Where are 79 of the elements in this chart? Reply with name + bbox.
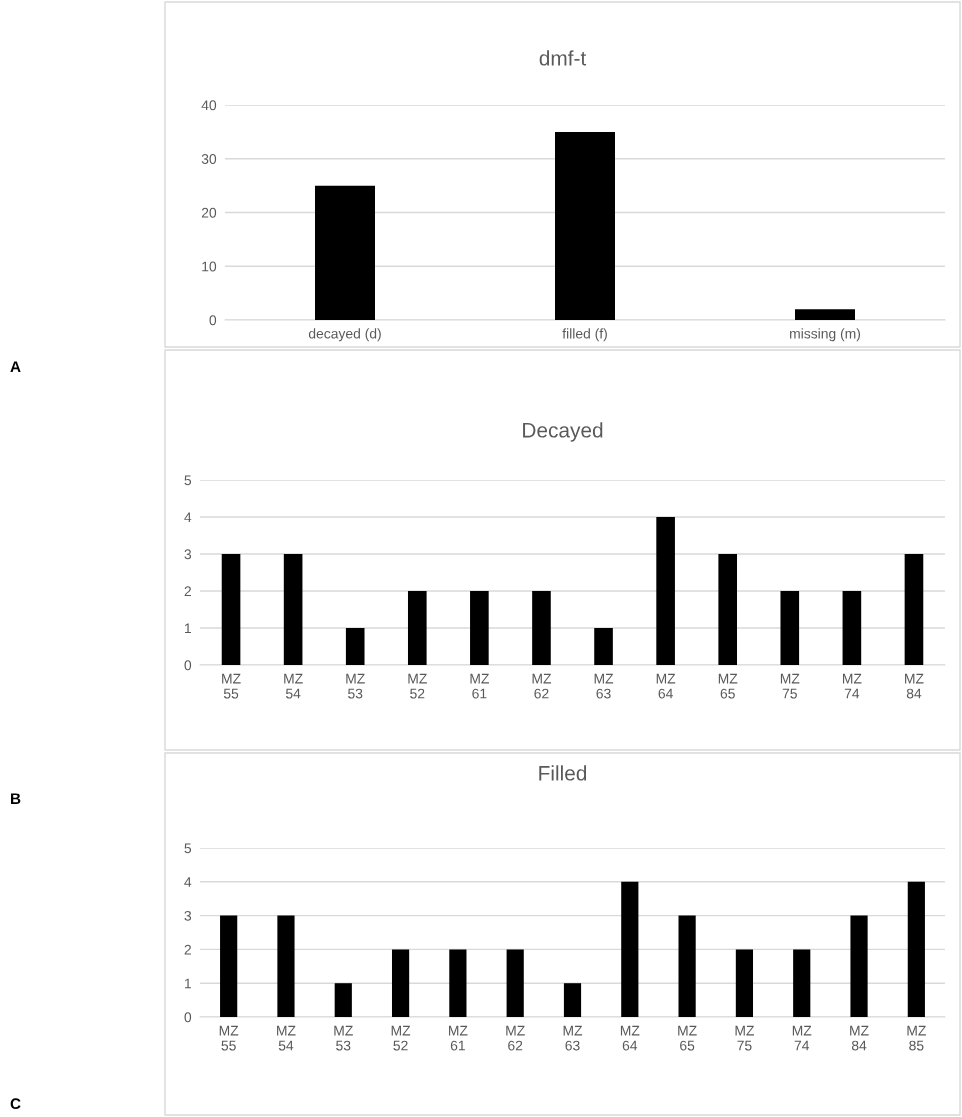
y-tick-label: 10	[202, 261, 217, 272]
y-tick-label: 0	[209, 315, 217, 326]
y-tick-label: 20	[201, 207, 217, 218]
chart-title: Filled	[539, 765, 587, 781]
x-tick-label: MZ 61	[449, 1025, 468, 1051]
x-tick-label: MZ 54	[284, 673, 303, 699]
bar	[621, 881, 639, 1017]
x-tick-label: MZ 84	[850, 1025, 869, 1051]
bar	[345, 628, 365, 665]
x-tick-label: MZ 74	[792, 1025, 812, 1051]
bar	[407, 591, 427, 665]
bar	[656, 517, 675, 665]
text: B	[11, 793, 21, 804]
x-tick-label: MZ 75	[735, 1025, 755, 1051]
y-tick-label: 5	[184, 843, 192, 854]
bar	[470, 591, 489, 665]
x-tick-label: MZ 65	[718, 673, 738, 699]
bar	[532, 591, 551, 665]
y-tick-label: 0	[184, 1012, 192, 1023]
bar	[678, 915, 696, 1017]
bar	[221, 554, 241, 665]
chart-title: Decayed	[523, 422, 603, 442]
bar	[850, 915, 868, 1017]
x-tick-label: MZ 62	[506, 1025, 525, 1051]
y-tick-label: 4	[184, 512, 192, 523]
bar	[795, 309, 855, 320]
x-tick-label: MZ 53	[346, 673, 365, 699]
x-tick-label: MZ 52	[408, 673, 427, 699]
x-tick-label: MZ 55	[219, 1025, 239, 1051]
x-tick-label: MZ 84	[905, 673, 924, 699]
x-tick-label: MZ 53	[334, 1025, 353, 1051]
bar	[283, 554, 303, 665]
x-tick-label: MZ 75	[780, 673, 800, 699]
bar	[904, 554, 924, 665]
x-tick-label: MZ 54	[277, 1025, 296, 1051]
bar	[780, 591, 800, 665]
bar	[449, 949, 467, 1017]
x-tick-label: MZ 74	[842, 673, 862, 699]
bar	[334, 983, 352, 1017]
bar	[793, 949, 811, 1017]
x-tick-label: MZ 65	[678, 1025, 697, 1051]
bar	[555, 131, 615, 320]
bar	[735, 949, 754, 1017]
y-tick-label: 0	[184, 660, 192, 671]
y-tick-label: 3	[184, 549, 192, 560]
y-tick-label: 3	[184, 910, 192, 921]
x-tick-label: MZ 64	[656, 673, 676, 699]
x-tick-label: filled (f)	[562, 328, 607, 342]
y-tick-label: 5	[184, 475, 192, 486]
bar	[506, 949, 524, 1017]
x-tick-label: MZ 85	[907, 1025, 926, 1051]
bar	[220, 915, 238, 1017]
y-tick-label: 2	[184, 944, 191, 955]
x-tick-label: MZ 52	[391, 1025, 411, 1051]
bar	[315, 185, 375, 320]
bar	[718, 554, 738, 665]
chart-title: dmf-t	[539, 50, 587, 66]
text: A	[10, 361, 21, 372]
bar	[563, 983, 582, 1017]
y-tick-label: 2	[184, 586, 191, 597]
y-tick-label: 1	[185, 623, 191, 634]
x-tick-label: MZ 62	[532, 673, 552, 699]
x-tick-label: MZ 63	[594, 673, 614, 699]
y-tick-label: 30	[201, 154, 217, 164]
x-tick-label: MZ 63	[563, 1025, 583, 1051]
bar	[842, 591, 862, 665]
y-tick-label: 40	[201, 100, 217, 111]
bar	[594, 628, 613, 665]
x-tick-label: MZ 61	[470, 673, 489, 699]
text: C	[10, 1098, 21, 1110]
x-tick-label: decayed (d)	[308, 328, 381, 342]
x-tick-label: missing (m)	[790, 328, 861, 342]
bar	[907, 881, 925, 1017]
y-tick-label: 4	[184, 877, 192, 887]
bar	[391, 949, 410, 1017]
bar	[277, 915, 295, 1017]
y-tick-label: 1	[185, 978, 191, 989]
x-tick-label: MZ 55	[222, 673, 241, 699]
x-tick-label: MZ 64	[620, 1025, 640, 1051]
